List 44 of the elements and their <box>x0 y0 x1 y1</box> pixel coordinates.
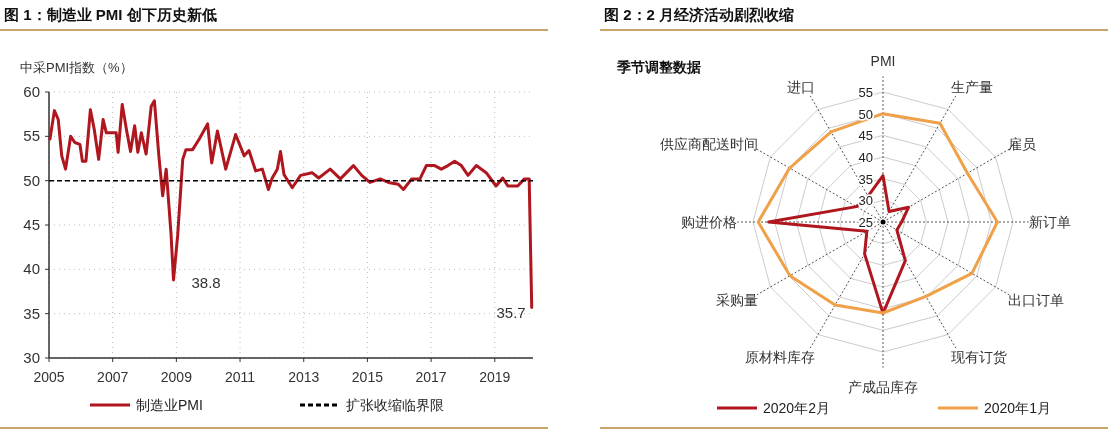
y-tick-label: 50 <box>23 171 40 189</box>
spoke-label: 购进价格 <box>681 214 737 230</box>
y-tick-label: 60 <box>23 83 40 100</box>
y-axis-title: 中采PMI指数（%） <box>20 60 133 75</box>
x-tick-label: 2007 <box>97 369 129 385</box>
x-tick-label: 2005 <box>33 369 65 385</box>
spoke-label: 雇员 <box>1008 136 1037 152</box>
legend-label: 制造业PMI <box>136 397 203 413</box>
spoke-label: 现有订货 <box>951 349 1007 366</box>
x-tick-label: 2013 <box>288 369 320 385</box>
legend-label: 扩张收缩临界限 <box>346 397 444 413</box>
spoke-label: 供应商配送时间 <box>659 136 758 152</box>
chart-title: 图 1：制造业 PMI 创下历史新低 <box>4 6 217 23</box>
annotation: 35.7 <box>496 304 526 322</box>
x-tick-label: 2011 <box>225 369 256 385</box>
spoke-label: 新订单 <box>1029 214 1071 230</box>
y-tick-label: 35 <box>23 304 40 322</box>
y-tick-label: 55 <box>23 127 40 145</box>
x-tick-label: 2015 <box>351 369 384 385</box>
y-tick-label: 30 <box>23 349 40 366</box>
line-series <box>48 99 534 309</box>
y-tick-label: 45 <box>858 128 873 144</box>
legend-label: 2020年2月 <box>763 400 830 416</box>
spoke-label: 生产量 <box>951 78 993 95</box>
spoke-label: 原材料库存 <box>745 349 815 366</box>
spoke-label: 进口 <box>787 78 815 95</box>
spoke-label: 出口订单 <box>1008 292 1065 308</box>
annotation: 38.8 <box>191 273 221 291</box>
y-tick-label: 55 <box>858 85 873 100</box>
y-tick-label: 40 <box>858 150 873 165</box>
chart-subtitle: 季节调整数据 <box>616 59 701 75</box>
x-tick-label: 2009 <box>160 369 193 385</box>
y-tick-label: 45 <box>23 216 40 233</box>
chart-title: 图 2：2 月经济活动剧烈收缩 <box>604 6 795 23</box>
spoke-label: 产成品库存 <box>848 379 918 395</box>
spoke-label: PMI <box>870 53 896 69</box>
y-tick-label: 25 <box>858 215 873 230</box>
spoke-label: 采购量 <box>715 292 758 308</box>
legend-label: 2020年1月 <box>984 400 1051 416</box>
y-tick-label: 35 <box>858 171 873 187</box>
y-tick-label: 50 <box>858 106 873 122</box>
x-tick-label: 2017 <box>415 369 447 385</box>
y-tick-label: 40 <box>23 260 40 278</box>
x-tick-label: 2019 <box>479 369 511 385</box>
